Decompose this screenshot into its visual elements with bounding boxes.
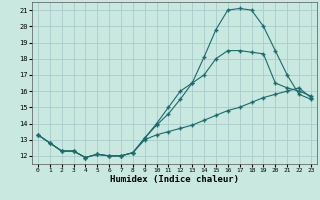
X-axis label: Humidex (Indice chaleur): Humidex (Indice chaleur): [110, 175, 239, 184]
